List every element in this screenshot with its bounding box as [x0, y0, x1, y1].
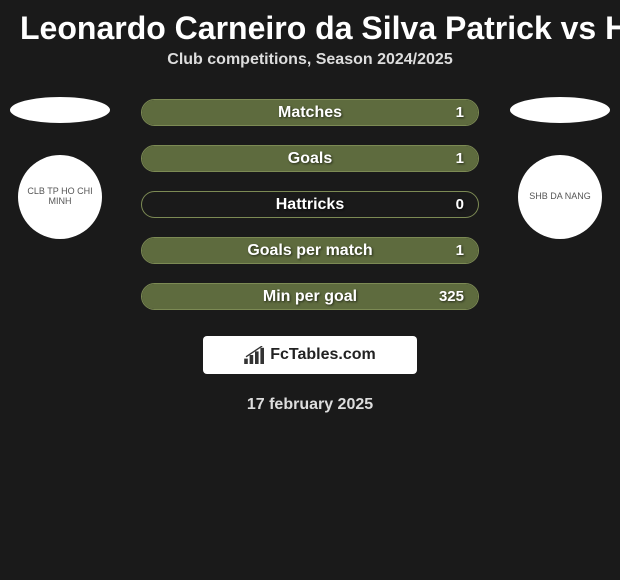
- club-badge-left: CLB TP HO CHI MINH: [18, 155, 102, 239]
- stat-row: Matches 1: [141, 99, 479, 126]
- player-left-ellipse: [10, 97, 110, 123]
- club-badge-right: SHB DA NANG: [518, 155, 602, 239]
- stat-value: 325: [439, 288, 464, 305]
- stat-row: Min per goal 325: [141, 283, 479, 310]
- brand-text: FcTables.com: [270, 346, 376, 364]
- page-title: Leonardo Carneiro da Silva Patrick vs HÃ: [0, 0, 620, 51]
- stat-value: 0: [456, 196, 464, 213]
- stat-label: Matches: [278, 104, 342, 122]
- stat-row: Hattricks 0: [141, 191, 479, 218]
- club-badge-left-label: CLB TP HO CHI MINH: [26, 187, 93, 207]
- stat-value: 1: [456, 242, 464, 259]
- stats-list: Matches 1 Goals 1 Hattricks 0 Goals per match 1…: [141, 97, 479, 310]
- club-badge-right-label: SHB DA NANG: [526, 192, 593, 202]
- stat-row: Goals per match 1: [141, 237, 479, 264]
- stat-label: Goals per match: [247, 242, 372, 260]
- player-right-ellipse: [510, 97, 610, 123]
- stat-value: 1: [456, 104, 464, 121]
- stat-row: Goals 1: [141, 145, 479, 172]
- brand-box[interactable]: FcTables.com: [203, 336, 417, 374]
- stat-value: 1: [456, 150, 464, 167]
- stat-label: Hattricks: [276, 196, 344, 214]
- stat-label: Min per goal: [263, 288, 357, 306]
- main-container: CLB TP HO CHI MINH SHB DA NANG Matches1G…: [0, 97, 620, 414]
- date-label: 17 february 2025: [10, 396, 610, 414]
- stat-label: Goals: [288, 150, 332, 168]
- subtitle: Club competitions, Season 2024/2025: [0, 51, 620, 69]
- brand-icon: [244, 346, 266, 364]
